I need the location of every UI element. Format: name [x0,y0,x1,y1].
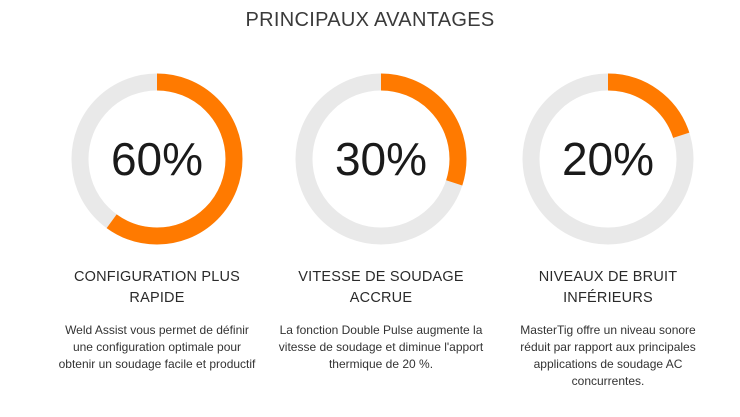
percent-value: 60% [110,133,204,185]
heading-line: RAPIDE [129,290,185,306]
ring-progress-arc [71,73,243,245]
heading-line: NIVEAUX DE BRUIT [538,269,678,285]
progress-ring: 20% [522,73,694,245]
percent-value: 20% [561,133,655,185]
heading-line: CONFIGURATION PLUS [73,269,241,285]
ring-progress-arc [295,73,467,245]
heading-line: INFÉRIEURS [563,290,653,306]
benefit-description: Weld Assist vous permet de définir une c… [58,323,256,371]
benefit-card-noise: 20% NIVEAUX DE BRUIT INFÉRIEURS MasterTi… [495,73,721,390]
progress-ring-graphic [295,73,467,245]
benefit-heading: CONFIGURATION PLUS RAPIDE [44,267,270,309]
benefit-description: MasterTig offre un niveau sonore réduit … [520,323,696,388]
section-title: PRINCIPAUX AVANTAGES [245,9,495,31]
percent-value: 30% [334,133,428,185]
progress-ring-graphic [71,73,243,245]
heading-line: VITESSE DE SOUDAGE [298,269,464,285]
benefit-card-configuration: 60% CONFIGURATION PLUS RAPIDE Weld Assis… [44,73,270,373]
progress-ring: 60% [71,73,243,245]
heading-line: ACCRUE [349,290,413,306]
benefit-description: La fonction Double Pulse augmente la vit… [278,323,484,371]
ring-progress-arc [522,73,694,245]
progress-ring-graphic [522,73,694,245]
benefit-card-speed: 30% VITESSE DE SOUDAGE ACCRUE La fonctio… [268,73,494,373]
benefit-heading: VITESSE DE SOUDAGE ACCRUE [268,267,494,309]
progress-ring: 30% [295,73,467,245]
benefit-heading: NIVEAUX DE BRUIT INFÉRIEURS [495,267,721,309]
